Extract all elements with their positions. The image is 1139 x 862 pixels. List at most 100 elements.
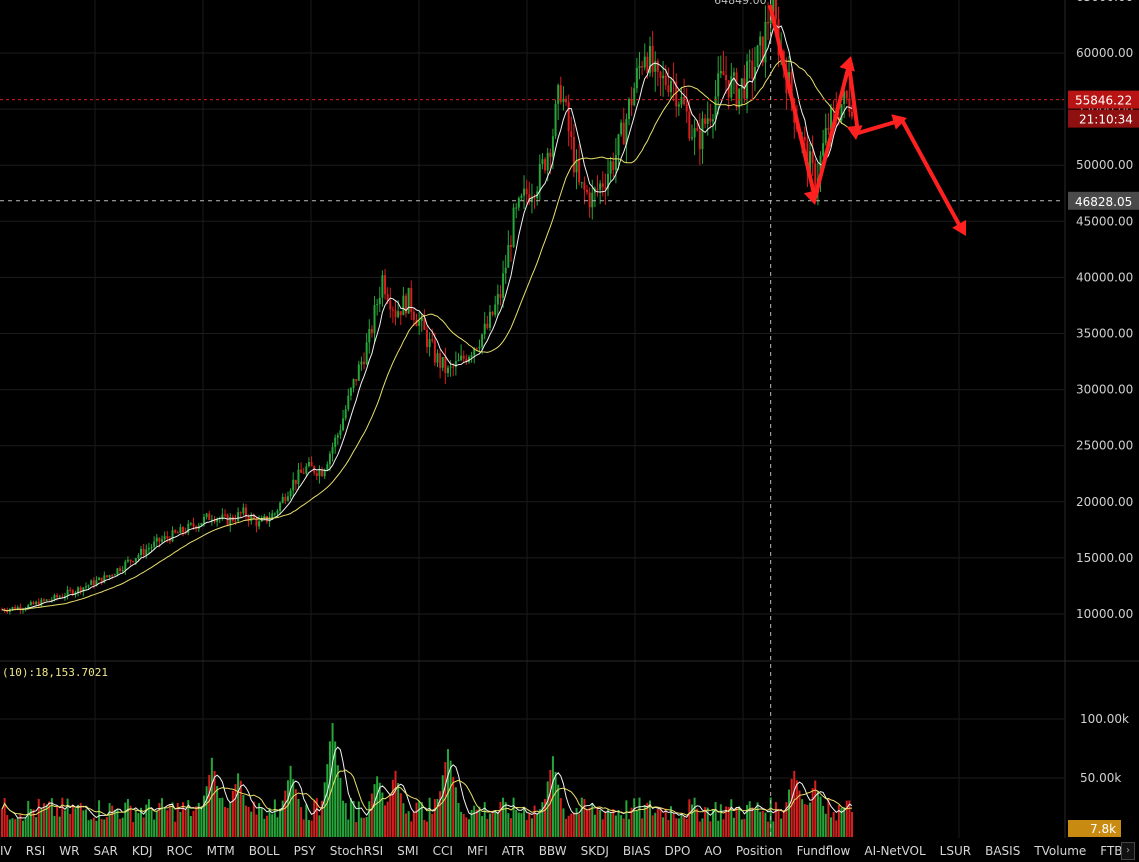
volume-bar: [751, 807, 754, 837]
indicator-tab-lsur[interactable]: LSUR: [939, 844, 972, 858]
candle-body: [515, 207, 518, 209]
volume-bar: [677, 818, 680, 837]
indicator-tab-iv[interactable]: IV: [0, 844, 12, 858]
ma-long-line: [1, 59, 853, 612]
indicator-tab-mfi[interactable]: MFI: [466, 844, 488, 858]
indicator-tab-smi[interactable]: SMI: [397, 844, 419, 858]
volume-bar: [449, 760, 452, 837]
candle-body: [326, 464, 329, 470]
volume-bar: [604, 811, 607, 837]
volume-bar: [221, 797, 224, 837]
volume-bar: [69, 813, 72, 837]
current-volume-value: 7.8k: [1090, 822, 1116, 836]
indicator-tab-roc[interactable]: ROC: [166, 844, 193, 858]
candle-body: [628, 99, 631, 120]
candle-body: [265, 516, 268, 522]
volume-bar: [179, 811, 182, 837]
candle-body: [66, 589, 69, 596]
volume-bar: [334, 741, 337, 837]
volume-bar: [830, 817, 833, 837]
volume-bar: [161, 798, 164, 837]
candle-body: [583, 182, 586, 190]
candle-body: [509, 244, 512, 247]
volume-bar: [307, 820, 310, 837]
candle-body: [635, 67, 638, 89]
candle-body: [213, 519, 216, 522]
candle-body: [98, 577, 101, 581]
indicator-tab-ao[interactable]: AO: [704, 844, 722, 858]
candle-body: [677, 104, 680, 107]
volume-bar: [599, 809, 602, 837]
indicator-tab-cci[interactable]: CCI: [432, 844, 453, 858]
indicator-tab-wr[interactable]: WR: [59, 844, 80, 858]
indicator-tab-rsi[interactable]: RSI: [25, 844, 46, 858]
volume-bar: [507, 813, 510, 837]
indicator-tab-tvolume[interactable]: TVolume: [1034, 844, 1087, 858]
candle-body: [533, 197, 536, 199]
candle-body: [690, 137, 693, 139]
volume-bar: [843, 807, 846, 837]
indicator-tab-fundflow[interactable]: Fundflow: [796, 844, 851, 858]
candle-body: [819, 155, 822, 179]
volume-bar: [491, 811, 494, 837]
candle-body: [247, 516, 250, 522]
candle-body: [410, 287, 413, 312]
candle-body: [449, 366, 452, 368]
volume-bar: [596, 807, 599, 837]
indicator-tab-sar[interactable]: SAR: [93, 844, 118, 858]
chevron-right-icon[interactable]: ›: [1121, 842, 1135, 860]
indicator-tab-bias[interactable]: BIAS: [622, 844, 651, 858]
candle-body: [45, 599, 48, 601]
volume-bar: [140, 807, 143, 837]
indicator-tab-boll[interactable]: BOLL: [248, 844, 280, 858]
candle-body: [237, 512, 240, 521]
candle-body: [706, 118, 709, 124]
volume-bar: [499, 801, 502, 837]
candle-body: [633, 88, 636, 106]
candle-body: [244, 507, 247, 517]
candle-body: [599, 183, 602, 190]
candle-body: [727, 80, 730, 98]
ma-short-line: [1, 24, 853, 612]
indicator-tab-stochrsi[interactable]: StochRSI: [329, 844, 384, 858]
volume-bar: [27, 800, 30, 837]
candle-body: [394, 310, 397, 318]
volume-bar: [79, 803, 82, 837]
indicator-tab-bbw[interactable]: BBW: [538, 844, 567, 858]
indicator-tab-atr[interactable]: ATR: [501, 844, 525, 858]
volume-bar: [315, 798, 318, 837]
volume-bar: [667, 819, 670, 837]
candle-body: [310, 462, 313, 467]
indicator-tab-kdj[interactable]: KDJ: [131, 844, 153, 858]
volume-bar: [32, 809, 35, 837]
indicator-tab-ai-netvol[interactable]: AI-NetVOL: [864, 844, 926, 858]
candle-body: [239, 512, 242, 514]
candle-body: [415, 319, 418, 327]
indicator-tab-basis[interactable]: BASIS: [985, 844, 1021, 858]
indicator-tab-skdj[interactable]: SKDJ: [580, 844, 609, 858]
indicator-tab-psy[interactable]: PSY: [293, 844, 316, 858]
candle-body: [541, 159, 544, 165]
candle-body: [150, 546, 153, 549]
candle-body: [622, 122, 625, 145]
price-tick-label: 35000.00: [1076, 327, 1133, 341]
volume-bar: [397, 783, 400, 837]
volume-bar: [105, 817, 108, 837]
volume-bar: [216, 785, 219, 837]
indicator-tab-dpo[interactable]: DPO: [664, 844, 691, 858]
candle-body: [709, 118, 712, 122]
indicator-tab-mtm[interactable]: MTM: [206, 844, 235, 858]
volume-bar: [182, 802, 185, 837]
volume-bar: [129, 805, 132, 837]
volume-bar: [436, 798, 439, 837]
indicator-tab-position[interactable]: Position: [735, 844, 783, 858]
volume-bar: [651, 815, 654, 837]
volume-bars: [1, 723, 853, 837]
candle-body: [809, 151, 812, 172]
candle-body: [562, 98, 565, 103]
candlesticks: [1, 0, 853, 615]
candle-body: [746, 61, 749, 99]
volume-bar: [523, 806, 526, 837]
volume-bar: [318, 815, 321, 837]
